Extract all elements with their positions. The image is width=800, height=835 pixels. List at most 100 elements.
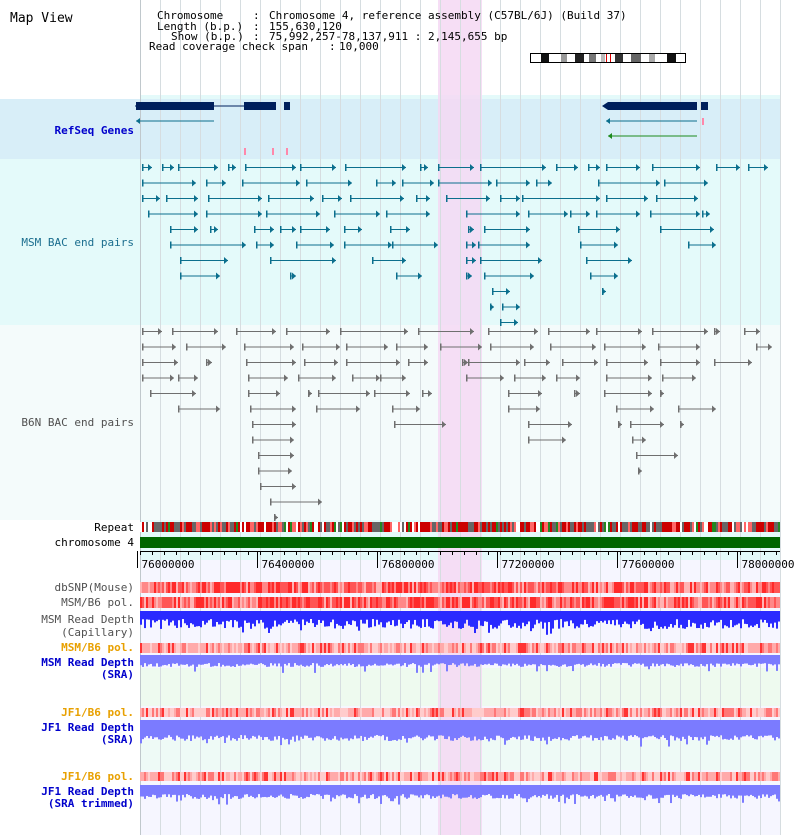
msm-sra-depth-bar xyxy=(150,655,152,664)
msm-pol-cell xyxy=(390,597,392,608)
repeat-element xyxy=(650,522,652,532)
jf1-trim-pol-cell xyxy=(308,772,310,781)
chromosome-ideogram[interactable] xyxy=(530,53,686,63)
jf1-trim-pol-cell xyxy=(548,772,550,781)
jf1-trim-pol-cell xyxy=(196,772,198,781)
msm-sra-pol-cell xyxy=(678,643,680,653)
msm-pol-cell xyxy=(468,597,470,608)
msm-pol-cell xyxy=(374,597,376,608)
jf1-sra-depth-bar xyxy=(178,720,180,738)
repeat-element xyxy=(498,522,500,532)
jf1-trim-pol-cell xyxy=(778,772,780,781)
msm-sra-pol-cell xyxy=(234,643,236,653)
jf1-sra-depth-bar xyxy=(222,720,224,737)
msm-sra-pol-cell xyxy=(490,643,492,653)
refseq-transcript-arrow[interactable] xyxy=(608,133,612,139)
track-label-msm-bac: MSM BAC end pairs xyxy=(21,236,134,249)
jf1-sra-depth-bar xyxy=(200,720,202,737)
msm-bac-end xyxy=(300,164,302,171)
refseq-gene-block[interactable] xyxy=(136,102,214,110)
msm-sra-pol-cell xyxy=(572,643,574,653)
msm-sra-depth-bar xyxy=(174,655,176,664)
refseq-marker xyxy=(244,148,246,155)
jf1-trim-depth-bar xyxy=(344,785,346,795)
jf1-trim-pol-cell xyxy=(320,772,322,781)
msm-sra-depth-bar xyxy=(282,655,284,673)
msm-sra-depth-bar xyxy=(210,655,212,667)
repeat-element xyxy=(288,522,290,532)
msm-capillary-depth-bar xyxy=(462,611,464,628)
msm-capillary-depth-bar xyxy=(370,611,372,628)
jf1-trim-depth-bar xyxy=(346,785,348,799)
jf1-trim-depth-bar xyxy=(166,785,168,797)
dbsnp-density-cell xyxy=(308,582,310,593)
dbsnp-density-cell xyxy=(536,582,538,593)
dbsnp-density-cell xyxy=(612,582,614,593)
msm-sra-pol-cell xyxy=(778,643,780,653)
jf1-trim-pol-cell xyxy=(662,772,664,781)
msm-capillary-depth-bar xyxy=(256,611,258,621)
refseq-gene-arrow[interactable] xyxy=(135,102,139,110)
msm-sra-depth-bar xyxy=(464,655,466,666)
msm-sra-depth-bar xyxy=(344,655,346,664)
msm-sra-depth-bar xyxy=(260,655,262,664)
msm-pol-cell xyxy=(382,597,384,608)
msm-sra-depth-bar xyxy=(194,655,196,672)
jf1-trim-depth-bar xyxy=(526,785,528,803)
msm-capillary-depth-bar xyxy=(536,611,538,620)
jf1-pol-cell xyxy=(474,708,476,717)
refseq-gene-block[interactable] xyxy=(608,102,697,110)
refseq-gene-block[interactable] xyxy=(701,102,708,110)
msm-sra-pol-cell xyxy=(388,643,390,653)
jf1-sra-depth-bar xyxy=(762,720,764,738)
msm-pol-cell xyxy=(332,597,334,608)
jf1-trim-depth-bar xyxy=(722,785,724,795)
jf1-trim-pol-cell xyxy=(242,772,244,781)
jf1-trim-depth-bar xyxy=(318,785,320,795)
jf1-pol-cell xyxy=(526,708,528,717)
dbsnp-density-cell xyxy=(390,582,392,593)
msm-capillary-depth-bar xyxy=(636,611,638,622)
b6n-bac-end-arrow xyxy=(288,467,292,475)
refseq-transcript-arrow[interactable] xyxy=(606,118,610,124)
msm-sra-depth-bar xyxy=(238,655,240,666)
jf1-sra-depth-bar xyxy=(326,720,328,739)
msm-capillary-depth-bar xyxy=(736,611,738,625)
refseq-gene-arrow[interactable] xyxy=(602,102,608,110)
repeat-element xyxy=(366,522,368,532)
repeat-element xyxy=(684,522,686,532)
refseq-transcript-arrow[interactable] xyxy=(136,118,140,124)
chromosome-bar[interactable] xyxy=(140,537,780,548)
msm-bac-end xyxy=(468,226,470,233)
repeat-element xyxy=(634,522,636,532)
refseq-gene-block[interactable] xyxy=(244,102,276,110)
msm-pol-cell xyxy=(456,597,458,608)
b6n-bac-end xyxy=(316,405,318,413)
refseq-gene-block[interactable] xyxy=(284,102,290,110)
msm-sra-depth-bar xyxy=(598,655,600,664)
feature-layer[interactable] xyxy=(135,102,772,521)
msm-capillary-depth-bar xyxy=(146,611,148,620)
msm-sra-pol-cell xyxy=(634,643,636,653)
msm-capillary-depth-bar xyxy=(354,611,356,622)
jf1-pol-cell xyxy=(218,708,220,717)
msm-sra-depth-bar xyxy=(652,655,654,664)
msm-capillary-depth-bar xyxy=(582,611,584,625)
msm-sra-pol-cell xyxy=(486,643,488,653)
msm-capillary-depth-bar xyxy=(682,611,684,629)
msm-bac-end-arrow xyxy=(222,179,226,187)
msm-sra-pol-cell xyxy=(542,643,544,653)
msm-sra-pol-cell xyxy=(656,643,658,653)
jf1-sra-depth-bar xyxy=(256,720,258,739)
msm-sra-depth-bar xyxy=(602,655,604,664)
repeat-element xyxy=(550,522,552,532)
msm-sra-depth-bar xyxy=(592,655,594,666)
repeat-element xyxy=(538,522,540,532)
jf1-pol-cell xyxy=(154,708,156,717)
jf1-pol-cell xyxy=(668,708,670,717)
jf1-sra-depth-bar xyxy=(312,720,314,741)
repeat-element xyxy=(668,522,670,532)
msm-sra-pol-cell xyxy=(718,643,720,653)
msm-bac-end xyxy=(492,288,494,295)
msm-sra-depth-bar xyxy=(760,655,762,664)
